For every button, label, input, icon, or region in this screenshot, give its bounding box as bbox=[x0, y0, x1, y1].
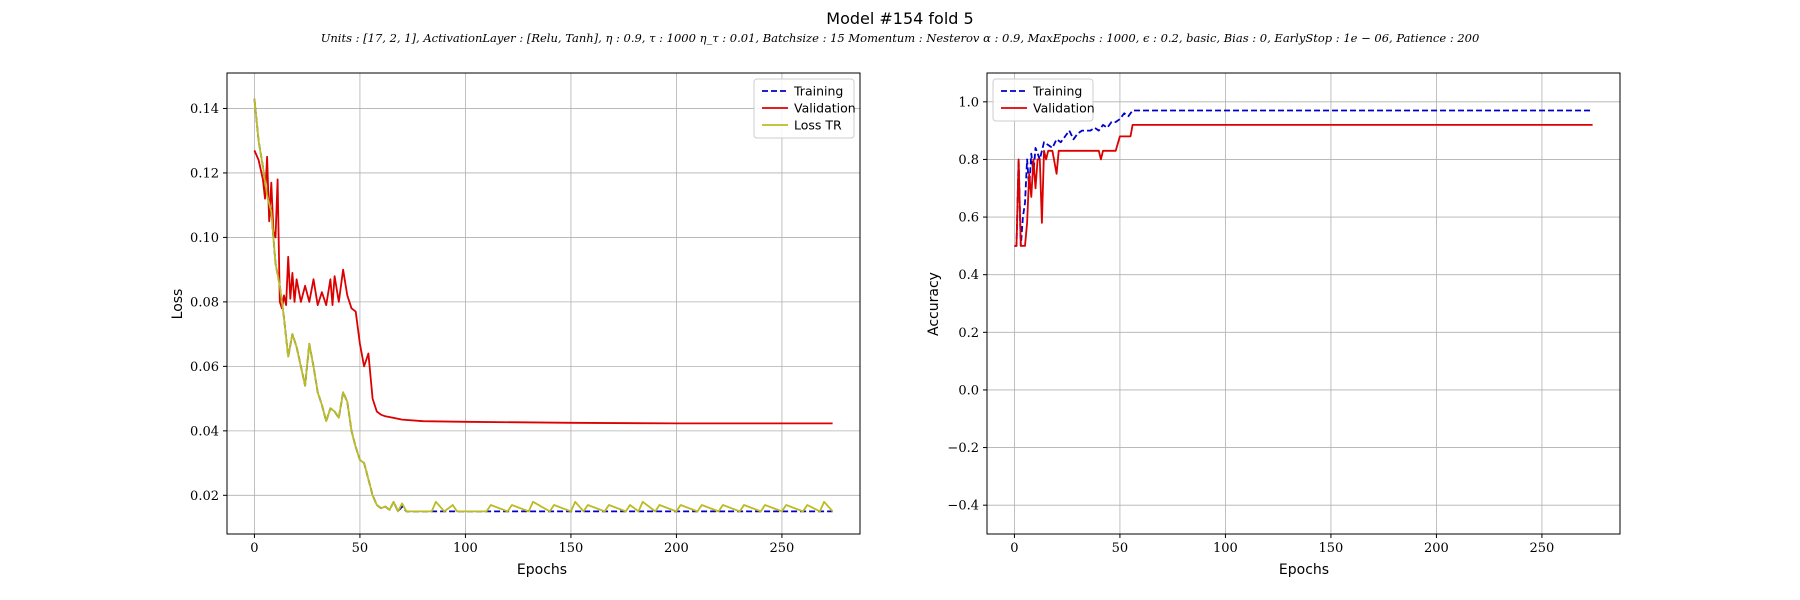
loss-panel-x-tick-label: 250 bbox=[770, 541, 795, 556]
loss-panel-series-validation bbox=[253, 150, 833, 425]
figure-title: Model #154 fold 5 bbox=[826, 9, 973, 28]
accuracy-panel-y-tick-label: −0.4 bbox=[947, 499, 979, 514]
loss-panel-y-tick-label: 0.14 bbox=[190, 102, 219, 117]
accuracy-panel-legend-box bbox=[992, 78, 1094, 122]
accuracy-panel-y-axis-label: Accuracy bbox=[926, 272, 942, 336]
accuracy-panel-x-tick-label: 200 bbox=[1424, 541, 1449, 556]
loss-panel-legend-label: Validation bbox=[794, 101, 856, 116]
accuracy-panel-y-tick-label: 0.0 bbox=[958, 383, 979, 398]
loss-panel-series-loss-tr bbox=[253, 98, 834, 513]
loss-panel-y-tick-label: 0.04 bbox=[190, 424, 219, 439]
loss-panel-x-tick-label: 100 bbox=[453, 541, 478, 556]
accuracy-panel-series-training bbox=[1014, 109, 1593, 247]
accuracy-panel-y-tick-label: 0.4 bbox=[958, 268, 979, 283]
loss-panel-y-tick-label: 0.12 bbox=[190, 166, 219, 181]
figure-subtitle: Units : [17, 2, 1], ActivationLayer : [R… bbox=[321, 31, 1480, 45]
accuracy-panel-y-tick-label: 0.2 bbox=[958, 326, 979, 341]
accuracy-panel-x-tick-label: 0 bbox=[1010, 541, 1018, 556]
accuracy-panel-y-tick-label: 0.8 bbox=[958, 153, 979, 168]
accuracy-panel-legend-label: Training bbox=[1032, 84, 1082, 99]
accuracy-panel-x-axis-label: Epochs bbox=[1279, 562, 1329, 578]
loss-panel-x-tick-label: 150 bbox=[559, 541, 584, 556]
loss-panel-x-tick-label: 50 bbox=[352, 541, 369, 556]
loss-panel-series-training bbox=[253, 98, 833, 513]
loss-panel-y-axis-label: Loss bbox=[170, 289, 186, 320]
accuracy-panel-legend: Training Validation bbox=[992, 78, 1095, 122]
loss-panel-legend-label: Loss TR bbox=[794, 118, 842, 133]
accuracy-panel-legend-label: Validation bbox=[1033, 101, 1095, 116]
accuracy-panel-x-tick-label: 100 bbox=[1213, 541, 1238, 556]
loss-panel-y-tick-label: 0.06 bbox=[190, 360, 219, 375]
loss-panel-frame bbox=[226, 72, 861, 535]
accuracy-panel-frame bbox=[986, 72, 1621, 535]
accuracy-panel-x-tick-label: 150 bbox=[1319, 541, 1344, 556]
accuracy-panel-y-tick-label: 0.6 bbox=[958, 211, 979, 226]
loss-panel-legend-box bbox=[753, 78, 855, 139]
accuracy-panel: Epochs Accuracy 0 50 100 150 200 250 −0.4 −0.2 0… bbox=[926, 72, 1621, 578]
accuracy-panel-x-tick-label: 50 bbox=[1112, 541, 1129, 556]
loss-panel-x-tick-label: 200 bbox=[664, 541, 689, 556]
loss-panel: Epochs Loss 0 50 100 150 200 250 0.02 0.04 0.06 0… bbox=[170, 72, 861, 578]
loss-panel-x-axis-label: Epochs bbox=[517, 562, 567, 578]
accuracy-panel-x-tick-label: 250 bbox=[1530, 541, 1555, 556]
loss-panel-legend: Training Validation Loss TR bbox=[753, 78, 856, 139]
loss-panel-legend-label: Training bbox=[793, 84, 843, 99]
loss-panel-y-tick-label: 0.10 bbox=[190, 231, 219, 246]
loss-panel-x-tick-label: 0 bbox=[250, 541, 258, 556]
accuracy-panel-y-tick-label: 1.0 bbox=[958, 95, 979, 110]
accuracy-panel-series-validation bbox=[1014, 124, 1593, 247]
accuracy-panel-y-tick-label: −0.2 bbox=[947, 441, 979, 456]
loss-panel-y-tick-label: 0.02 bbox=[190, 489, 219, 504]
loss-panel-y-tick-label: 0.08 bbox=[190, 295, 219, 310]
